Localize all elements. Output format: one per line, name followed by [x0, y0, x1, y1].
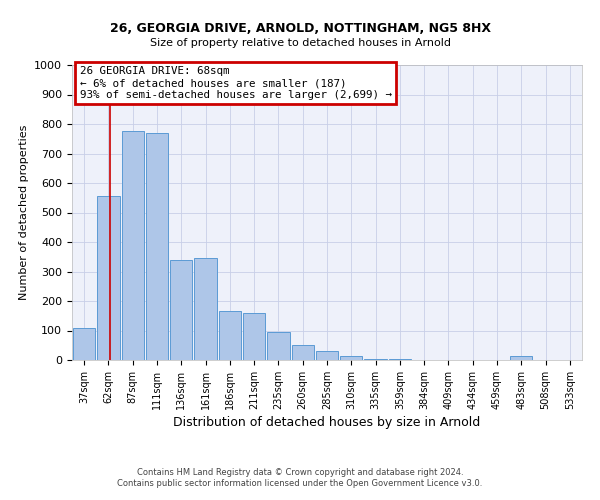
Y-axis label: Number of detached properties: Number of detached properties [19, 125, 29, 300]
Text: Contains HM Land Registry data © Crown copyright and database right 2024.
Contai: Contains HM Land Registry data © Crown c… [118, 468, 482, 487]
X-axis label: Distribution of detached houses by size in Arnold: Distribution of detached houses by size … [173, 416, 481, 429]
Bar [146, 133, 168, 360]
Bar [267, 332, 290, 360]
Bar [122, 132, 144, 360]
Bar [340, 356, 362, 360]
Bar [510, 356, 532, 360]
Bar [170, 260, 193, 360]
Bar [73, 328, 95, 360]
Text: Size of property relative to detached houses in Arnold: Size of property relative to detached ho… [149, 38, 451, 48]
Bar [292, 345, 314, 360]
Bar [194, 258, 217, 360]
Bar [364, 358, 387, 360]
Text: 26 GEORGIA DRIVE: 68sqm
← 6% of detached houses are smaller (187)
93% of semi-de: 26 GEORGIA DRIVE: 68sqm ← 6% of detached… [80, 66, 392, 100]
Bar [97, 196, 119, 360]
Bar [243, 313, 265, 360]
Bar [389, 358, 411, 360]
Bar [316, 351, 338, 360]
Bar [218, 312, 241, 360]
Text: 26, GEORGIA DRIVE, ARNOLD, NOTTINGHAM, NG5 8HX: 26, GEORGIA DRIVE, ARNOLD, NOTTINGHAM, N… [110, 22, 491, 36]
